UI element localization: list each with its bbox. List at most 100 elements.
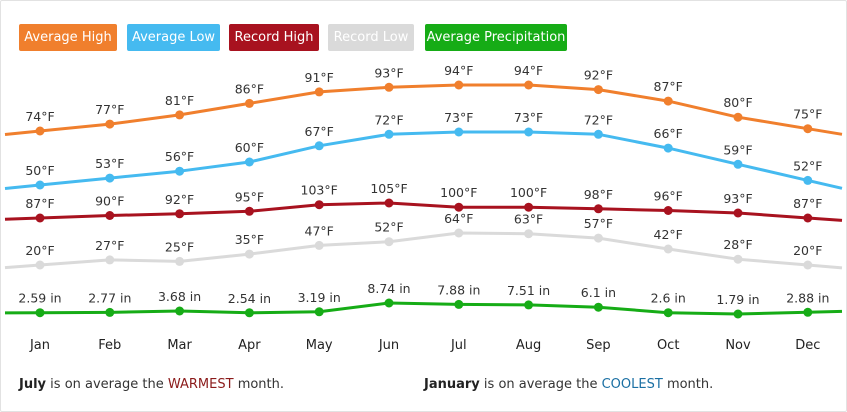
x-tick-label: Nov xyxy=(725,338,751,353)
legend-button-average-precipitation[interactable]: Average Precipitation xyxy=(425,24,567,51)
data-point[interactable] xyxy=(733,208,743,218)
data-point[interactable] xyxy=(384,129,394,139)
data-label: 8.74 in xyxy=(367,281,410,296)
data-point[interactable] xyxy=(733,112,743,122)
data-point[interactable] xyxy=(384,82,394,92)
x-tick-label: Apr xyxy=(238,338,261,353)
data-point[interactable] xyxy=(663,96,673,106)
data-label: 75°F xyxy=(793,107,822,122)
data-point[interactable] xyxy=(384,237,394,247)
data-point[interactable] xyxy=(244,308,254,318)
data-point[interactable] xyxy=(803,307,813,317)
x-axis-labels: Jan Feb Mar Apr May Jun Jul Aug Sep Oct Nov Dec xyxy=(29,338,820,353)
data-point[interactable] xyxy=(524,229,534,239)
data-point[interactable] xyxy=(175,209,185,219)
x-tick-label: Jun xyxy=(378,338,399,353)
legend-button-average-high[interactable]: Average High xyxy=(19,24,117,51)
x-tick-label: Jan xyxy=(29,338,50,353)
data-point[interactable] xyxy=(524,127,534,137)
data-point[interactable] xyxy=(35,260,45,270)
data-point[interactable] xyxy=(35,308,45,318)
data-point[interactable] xyxy=(105,173,115,183)
data-point[interactable] xyxy=(314,307,324,317)
data-label: 103°F xyxy=(301,183,338,198)
data-label: 3.68 in xyxy=(158,289,201,304)
data-point[interactable] xyxy=(593,302,603,312)
data-point[interactable] xyxy=(593,85,603,95)
data-point[interactable] xyxy=(663,244,673,254)
data-point[interactable] xyxy=(803,260,813,270)
data-point[interactable] xyxy=(314,240,324,250)
data-label: 92°F xyxy=(165,192,194,207)
data-label: 93°F xyxy=(723,191,752,206)
data-point[interactable] xyxy=(384,298,394,308)
data-point[interactable] xyxy=(175,256,185,266)
data-point[interactable] xyxy=(314,200,324,210)
data-point[interactable] xyxy=(454,127,464,137)
data-point[interactable] xyxy=(733,309,743,319)
data-point[interactable] xyxy=(105,119,115,129)
data-point[interactable] xyxy=(35,180,45,190)
data-label: 50°F xyxy=(25,163,54,178)
data-point[interactable] xyxy=(803,213,813,223)
data-point[interactable] xyxy=(454,202,464,212)
legend-button-record-low[interactable]: Record Low xyxy=(328,24,414,51)
data-label: 100°F xyxy=(440,185,477,200)
data-point[interactable] xyxy=(454,80,464,90)
data-label: 42°F xyxy=(654,227,683,242)
series-average-precipitation: 2.59 in 2.77 in 3.68 in 2.54 in 3.19 in 8.74 … xyxy=(4,281,843,319)
series-line xyxy=(4,130,843,190)
legend-button-record-high[interactable]: Record High xyxy=(229,24,319,51)
data-point[interactable] xyxy=(384,198,394,208)
data-label: 73°F xyxy=(514,110,543,125)
data-label: 1.79 in xyxy=(716,292,759,307)
data-point[interactable] xyxy=(524,202,534,212)
data-label: 98°F xyxy=(584,187,613,202)
data-point[interactable] xyxy=(105,211,115,220)
data-point[interactable] xyxy=(663,143,673,153)
data-point[interactable] xyxy=(35,213,45,223)
data-label: 72°F xyxy=(374,112,403,127)
data-point[interactable] xyxy=(524,80,534,90)
data-point[interactable] xyxy=(524,300,534,310)
data-label: 80°F xyxy=(723,95,752,110)
data-label: 27°F xyxy=(95,238,124,253)
data-label: 94°F xyxy=(514,63,543,78)
data-point[interactable] xyxy=(733,254,743,264)
data-point[interactable] xyxy=(454,228,464,238)
data-point[interactable] xyxy=(244,157,254,167)
data-point[interactable] xyxy=(663,308,673,318)
data-point[interactable] xyxy=(314,141,324,151)
data-label: 87°F xyxy=(654,79,683,94)
data-point[interactable] xyxy=(35,126,45,136)
data-label: 72°F xyxy=(584,112,613,127)
data-label: 100°F xyxy=(510,185,547,200)
data-point[interactable] xyxy=(314,87,324,97)
data-point[interactable] xyxy=(244,249,254,259)
data-point[interactable] xyxy=(244,98,254,108)
data-point[interactable] xyxy=(105,307,115,317)
data-point[interactable] xyxy=(105,255,115,265)
x-tick-label: Jul xyxy=(450,338,467,353)
data-point[interactable] xyxy=(454,299,464,309)
data-label: 2.54 in xyxy=(228,291,271,306)
data-point[interactable] xyxy=(175,166,185,176)
data-label: 96°F xyxy=(654,189,683,204)
data-point[interactable] xyxy=(803,124,813,134)
data-point[interactable] xyxy=(663,206,673,215)
data-point[interactable] xyxy=(175,306,185,316)
data-point[interactable] xyxy=(593,204,603,214)
data-point[interactable] xyxy=(244,206,254,216)
data-point[interactable] xyxy=(733,159,743,169)
x-tick-label: Feb xyxy=(98,338,121,353)
data-point[interactable] xyxy=(803,175,813,185)
data-point[interactable] xyxy=(593,233,603,243)
legend-button-average-low[interactable]: Average Low xyxy=(127,24,220,51)
data-point[interactable] xyxy=(175,110,185,120)
data-label: 7.51 in xyxy=(507,283,550,298)
data-point[interactable] xyxy=(593,129,603,139)
data-label: 91°F xyxy=(305,70,334,85)
data-label: 90°F xyxy=(95,194,124,209)
data-label: 74°F xyxy=(25,109,54,124)
